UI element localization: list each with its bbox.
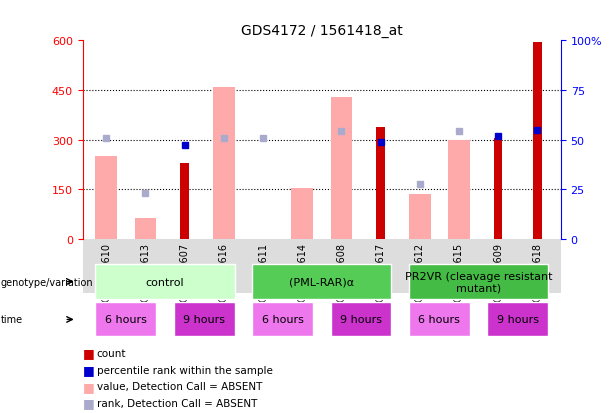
Text: control: control [146, 277, 185, 287]
Text: percentile rank within the sample: percentile rank within the sample [97, 365, 273, 375]
Bar [533, 43, 542, 240]
Bar [96, 157, 117, 240]
Text: time: time [1, 315, 23, 325]
Text: PR2VR (cleavage resistant
mutant): PR2VR (cleavage resistant mutant) [405, 271, 552, 293]
Text: 6 hours: 6 hours [105, 315, 147, 325]
Text: (PML-RAR)α: (PML-RAR)α [289, 277, 354, 287]
Bar [213, 88, 235, 240]
Text: 9 hours: 9 hours [497, 315, 539, 325]
Text: 6 hours: 6 hours [419, 315, 460, 325]
Text: 6 hours: 6 hours [262, 315, 303, 325]
Text: genotype/variation: genotype/variation [1, 277, 93, 287]
Bar [409, 195, 430, 240]
Bar [330, 97, 352, 240]
Text: ■: ■ [83, 380, 94, 393]
Text: ■: ■ [83, 396, 94, 409]
Text: ■: ■ [83, 347, 94, 360]
Bar [291, 188, 313, 240]
Bar [494, 139, 503, 240]
Bar [135, 218, 156, 240]
Bar [376, 127, 385, 240]
Text: 9 hours: 9 hours [340, 315, 382, 325]
Title: GDS4172 / 1561418_at: GDS4172 / 1561418_at [241, 24, 403, 38]
Text: count: count [97, 348, 126, 358]
Bar [448, 140, 470, 240]
Bar [180, 164, 189, 240]
Text: 9 hours: 9 hours [183, 315, 225, 325]
Text: rank, Detection Call = ABSENT: rank, Detection Call = ABSENT [97, 398, 257, 408]
Text: ■: ■ [83, 363, 94, 376]
Text: value, Detection Call = ABSENT: value, Detection Call = ABSENT [97, 381, 262, 391]
